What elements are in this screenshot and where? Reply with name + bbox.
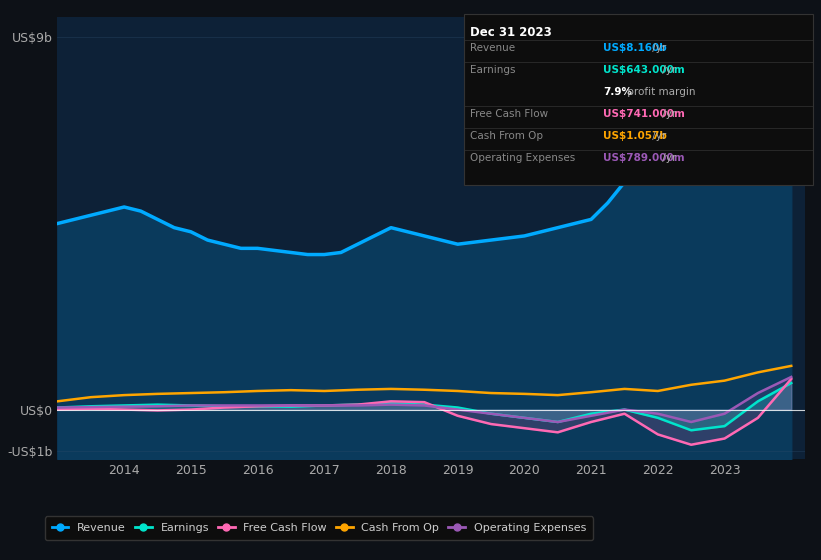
Text: profit margin: profit margin — [624, 87, 695, 97]
Text: Cash From Op: Cash From Op — [470, 131, 544, 141]
Text: Revenue: Revenue — [470, 43, 516, 53]
Text: Operating Expenses: Operating Expenses — [470, 153, 576, 163]
Text: 7.9%: 7.9% — [603, 87, 632, 97]
Text: US$8.160b: US$8.160b — [603, 43, 667, 53]
Text: US$643.000m: US$643.000m — [603, 65, 686, 75]
Text: Free Cash Flow: Free Cash Flow — [470, 109, 548, 119]
Text: US$741.000m: US$741.000m — [603, 109, 686, 119]
Text: /yr: /yr — [659, 65, 677, 75]
Text: Dec 31 2023: Dec 31 2023 — [470, 26, 553, 39]
Text: US$1.057b: US$1.057b — [603, 131, 667, 141]
Legend: Revenue, Earnings, Free Cash Flow, Cash From Op, Operating Expenses: Revenue, Earnings, Free Cash Flow, Cash … — [45, 516, 593, 540]
Text: /yr: /yr — [649, 131, 667, 141]
Text: US$789.000m: US$789.000m — [603, 153, 685, 163]
Text: /yr: /yr — [659, 109, 677, 119]
Text: /yr: /yr — [649, 43, 667, 53]
Text: /yr: /yr — [659, 153, 677, 163]
Text: Earnings: Earnings — [470, 65, 516, 75]
